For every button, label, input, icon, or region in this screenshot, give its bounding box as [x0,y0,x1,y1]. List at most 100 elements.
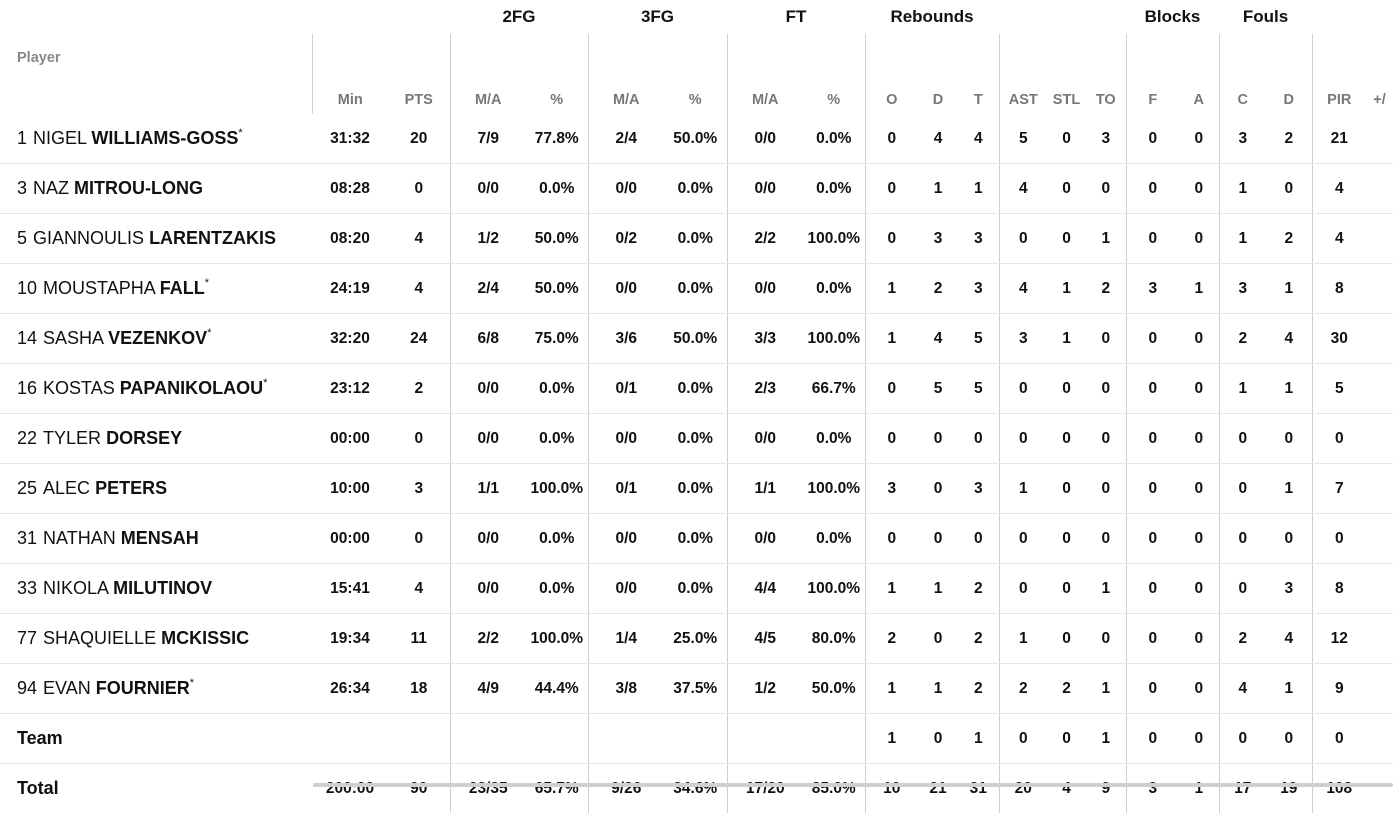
col-ft-pct[interactable]: % [803,34,865,114]
col-pts[interactable]: PTS [388,34,450,114]
stat-fg2_pct: 50.0% [526,264,588,314]
stat-a: 0 [1179,214,1219,264]
stat-to: 0 [1086,414,1126,464]
player-name-link[interactable]: NIGEL WILLIAMS-GOSS [33,128,238,148]
stat-pts: 4 [388,564,450,614]
stat-stl: 2 [1047,664,1086,714]
stat-fd: 0 [1266,164,1312,214]
stat-a: 1 [1179,764,1219,813]
stat-ft_pct [803,714,865,764]
stat-to: 9 [1086,764,1126,813]
player-name-link[interactable]: EVAN FOURNIER [43,678,190,698]
stat-fd: 0 [1266,514,1312,564]
stat-stl: 0 [1047,164,1086,214]
stat-fg2_ma: 6/8 [450,314,526,364]
stat-o: 1 [865,264,918,314]
stat-stl: 0 [1047,464,1086,514]
stat-ft_ma: 3/3 [727,314,803,364]
player-name-link[interactable]: NAZ MITROU-LONG [33,178,203,198]
col-fouls-c[interactable]: C [1219,34,1266,114]
column-header-row: Player Min PTS M/A % M/A % M/A % O D T A… [0,34,1393,114]
col-reb-d[interactable]: D [918,34,958,114]
player-name-link[interactable]: MOUSTAPHA FALL [43,278,205,298]
col-ft-ma[interactable]: M/A [727,34,803,114]
col-2fg-ma[interactable]: M/A [450,34,526,114]
stat-a: 0 [1179,664,1219,714]
col-blk-f[interactable]: F [1126,34,1179,114]
col-reb-t[interactable]: T [958,34,999,114]
stat-t: 3 [958,264,999,314]
col-reb-o[interactable]: O [865,34,918,114]
stat-pir: 8 [1312,564,1366,614]
stat-min: 23:12 [312,364,388,414]
col-to[interactable]: TO [1086,34,1126,114]
player-first-name: TYLER [43,428,101,448]
stat-fg3_ma: 0/0 [588,414,664,464]
player-name-link[interactable]: NIKOLA MILUTINOV [43,578,212,598]
player-name-link[interactable]: ALEC PETERS [43,478,167,498]
stat-min [312,714,388,764]
stat-ast: 4 [999,264,1047,314]
stat-ast: 5 [999,114,1047,164]
stat-f: 0 [1126,214,1179,264]
col-stl[interactable]: STL [1047,34,1086,114]
stat-t: 0 [958,514,999,564]
stat-pts: 0 [388,414,450,464]
stat-ft_pct: 0.0% [803,114,865,164]
stat-c: 2 [1219,614,1266,664]
starter-marker: * [207,327,211,339]
player-name-link[interactable]: TYLER DORSEY [43,428,182,448]
stat-a: 1 [1179,264,1219,314]
stat-pir: 0 [1312,714,1366,764]
player-first-name: NIGEL [33,128,86,148]
player-last-name: LARENTZAKIS [149,228,276,248]
stat-pm [1366,364,1393,414]
col-2fg-pct[interactable]: % [526,34,588,114]
col-ast[interactable]: AST [999,34,1047,114]
stat-ft_ma: 17/20 [727,764,803,813]
col-3fg-ma[interactable]: M/A [588,34,664,114]
col-3fg-pct[interactable]: % [664,34,727,114]
stat-pm [1366,164,1393,214]
stat-o: 0 [865,414,918,464]
stat-fg2_pct: 0.0% [526,514,588,564]
player-name-link[interactable]: SHAQUIELLE MCKISSIC [43,628,249,648]
col-player[interactable]: Player [0,34,312,114]
col-plus-minus[interactable]: +/ [1366,34,1393,114]
stat-ft_ma: 0/0 [727,514,803,564]
jersey-number: 1 [17,128,27,148]
stat-fg3_pct: 0.0% [664,414,727,464]
stat-t: 0 [958,414,999,464]
player-first-name: GIANNOULIS [33,228,144,248]
col-min[interactable]: Min [312,34,388,114]
jersey-number: 16 [17,378,37,398]
player-name-link[interactable]: NATHAN MENSAH [43,528,199,548]
stat-pts: 0 [388,164,450,214]
col-pir[interactable]: PIR [1312,34,1366,114]
player-name-link[interactable]: GIANNOULIS LARENTZAKIS [33,228,276,248]
horizontal-scrollbar[interactable] [313,783,1393,787]
col-fouls-d[interactable]: D [1266,34,1312,114]
stat-to: 2 [1086,264,1126,314]
stat-fd: 2 [1266,114,1312,164]
player-last-name: MCKISSIC [161,628,249,648]
player-first-name: SHAQUIELLE [43,628,156,648]
stat-o: 0 [865,214,918,264]
stat-fg2_pct: 0.0% [526,364,588,414]
stat-ft_pct: 100.0% [803,464,865,514]
stat-fg3_pct: 50.0% [664,314,727,364]
stat-t: 2 [958,664,999,714]
col-blk-a[interactable]: A [1179,34,1219,114]
player-name-link[interactable]: SASHA VEZENKOV [43,328,207,348]
stat-fg3_ma: 2/4 [588,114,664,164]
player-name-link[interactable]: KOSTAS PAPANIKOLAOU [43,378,263,398]
stat-fg3_pct: 0.0% [664,164,727,214]
stat-min: 08:20 [312,214,388,264]
stat-to: 0 [1086,164,1126,214]
